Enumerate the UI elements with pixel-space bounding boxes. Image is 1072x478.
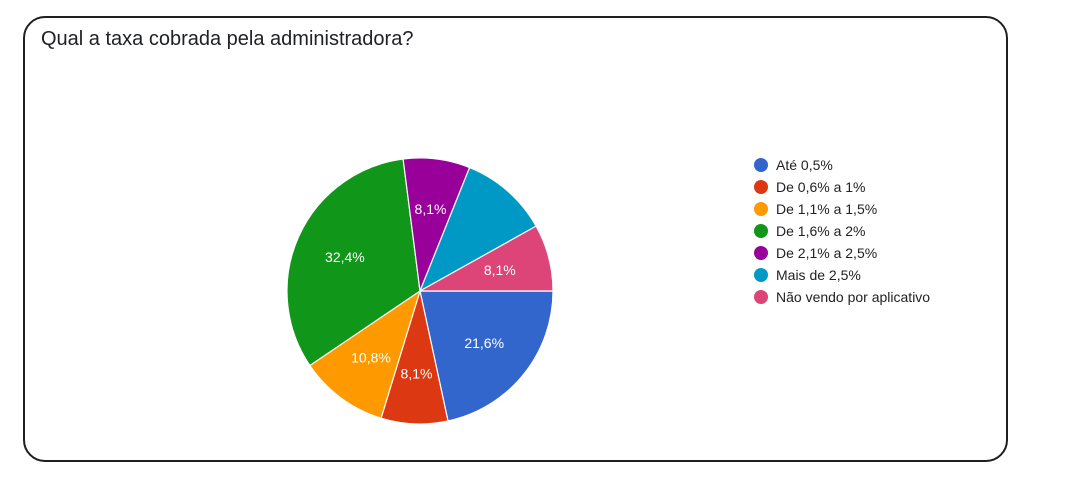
legend-label-1[interactable]: De 0,6% a 1% — [776, 179, 866, 195]
legend-label-3[interactable]: De 1,6% a 2% — [776, 223, 866, 239]
legend-marker-6[interactable] — [754, 290, 768, 304]
pie-slice-2[interactable] — [308, 289, 422, 419]
legend-label-0[interactable]: Até 0,5% — [776, 157, 833, 173]
slice-label-6: 8,1% — [484, 262, 516, 278]
legend-marker-3[interactable] — [754, 224, 768, 238]
legend-marker-1[interactable] — [754, 180, 768, 194]
slice-label-3: 32,4% — [325, 249, 365, 265]
slice-label-0: 21,6% — [464, 335, 504, 351]
legend-label-4[interactable]: De 2,1% a 2,5% — [776, 245, 877, 261]
pie-slice-3[interactable] — [286, 158, 421, 367]
legend-label-6[interactable]: Não vendo por aplicativo — [776, 289, 930, 305]
legend-label-2[interactable]: De 1,1% a 1,5% — [776, 201, 877, 217]
slice-label-2: 10,8% — [351, 349, 391, 365]
legend-label-5[interactable]: Mais de 2,5% — [776, 267, 861, 283]
legend-marker-0[interactable] — [754, 158, 768, 172]
pie-slice-0[interactable] — [419, 290, 554, 422]
slice-label-1: 8,1% — [401, 365, 433, 381]
chart-title: Qual a taxa cobrada pela administradora? — [41, 28, 414, 50]
legend-marker-4[interactable] — [754, 246, 768, 260]
legend-marker-5[interactable] — [754, 268, 768, 282]
legend-marker-2[interactable] — [754, 202, 768, 216]
pie-slice-6[interactable] — [417, 225, 554, 292]
slice-label-4: 8,1% — [415, 201, 447, 217]
pie-slice-5[interactable] — [418, 166, 537, 293]
